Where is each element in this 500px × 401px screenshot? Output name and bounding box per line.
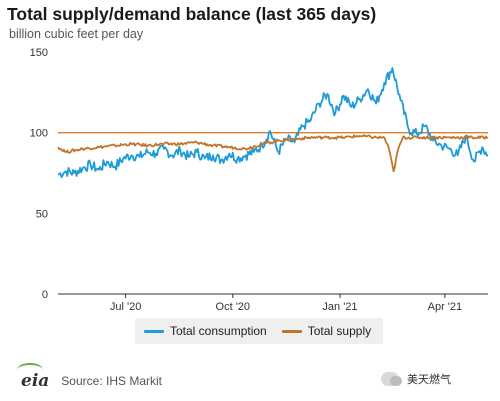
legend-label-consumption: Total consumption (170, 324, 267, 338)
x-tick-label-1: Oct '20 (216, 301, 251, 313)
series-line-supply (57, 134, 489, 173)
y-axis-label: billion cubic feet per day (9, 27, 144, 41)
watermark: 美天燃气 (381, 371, 451, 387)
legend-item-supply[interactable]: Total supply (281, 324, 372, 338)
legend-swatch-supply (281, 329, 302, 333)
y-tick-label-50: 50 (36, 208, 48, 220)
chart-legend: Total consumption Total supply (135, 318, 383, 344)
y-tick-label-0: 0 (42, 289, 48, 301)
chart-title: Total supply/demand balance (last 365 da… (7, 4, 377, 24)
x-tick-label-2: Jan '21 (322, 301, 357, 313)
y-tick-label-100: 100 (30, 128, 48, 140)
legend-item-consumption[interactable]: Total consumption (144, 324, 267, 338)
watermark-text: 美天燃气 (407, 374, 451, 386)
series-line-consumption (57, 67, 489, 179)
eia-logo: eia (17, 363, 49, 391)
wechat-icon (381, 372, 402, 386)
legend-label-supply: Total supply (307, 324, 372, 338)
y-tick-label-150: 150 (30, 47, 48, 59)
footer: eia Source: IHS Markit (17, 363, 162, 391)
legend-swatch-consumption (144, 329, 164, 333)
source-note: Source: IHS Markit (61, 374, 162, 388)
x-tick-label-3: Apr '21 (428, 301, 463, 313)
x-tick-label-0: Jul '20 (110, 301, 141, 313)
